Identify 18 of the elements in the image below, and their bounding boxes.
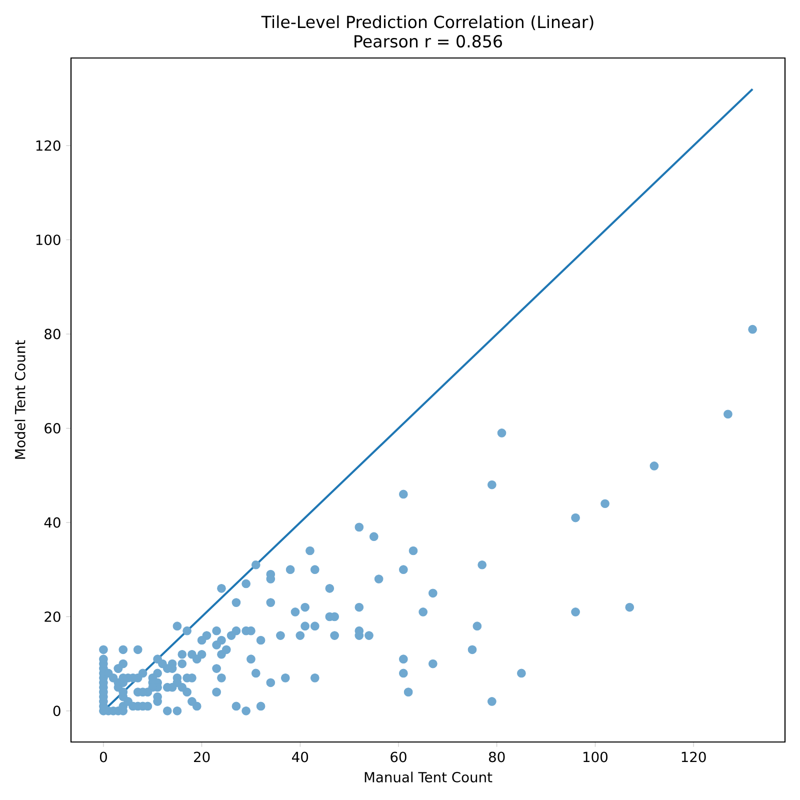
y-tick-label: 80: [44, 328, 60, 340]
x-tick-label: 100: [584, 752, 608, 762]
x-tick-label: 80: [488, 752, 505, 762]
chart-subtitle: Pearson r = 0.856: [354, 35, 502, 48]
x-tick-label: 40: [292, 752, 308, 762]
y-axis-title: Model Tent Count: [14, 340, 26, 459]
y-tick-label: 20: [44, 611, 60, 622]
y-tick-label: 100: [36, 234, 60, 246]
x-tick-label: 60: [390, 752, 406, 762]
y-tick-label: 60: [44, 423, 60, 434]
chart-title: Tile-Level Prediction Correlation (Linear): [261, 15, 594, 30]
y-tick-label: 0: [53, 706, 60, 716]
x-axis-title: Manual Tent Count: [364, 772, 492, 782]
y-tick-label: 120: [36, 140, 60, 151]
x-tick-label: 20: [194, 752, 210, 762]
y-tick-label: 40: [44, 517, 60, 528]
x-tick-label: 0: [100, 752, 107, 762]
x-tick-label: 120: [682, 752, 706, 762]
